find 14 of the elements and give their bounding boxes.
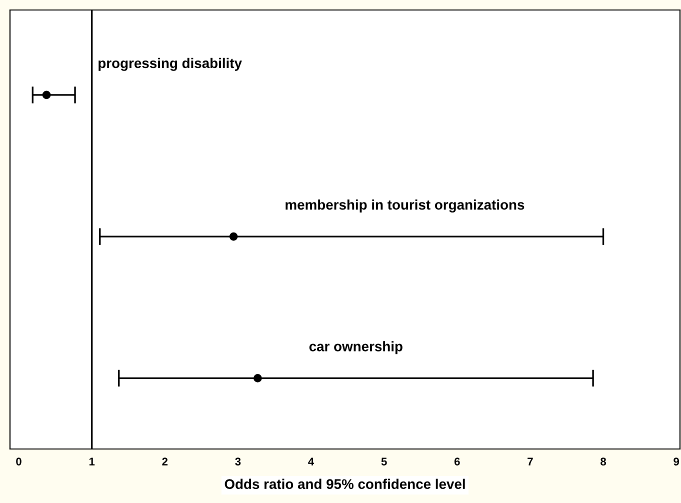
x-tick-label: 7 <box>528 458 533 466</box>
y-tick-label: car ownership <box>309 341 402 354</box>
x-tick-label: 3 <box>235 458 241 466</box>
x-tick-label: 9 <box>674 458 680 466</box>
x-tick-label: 6 <box>454 458 460 466</box>
x-axis-title: Odds ratio and 95% confidence level <box>224 478 465 490</box>
x-tick-label: 4 <box>308 458 314 466</box>
x-tick-label: 5 <box>381 458 387 466</box>
y-tick-label: progressing disability <box>98 58 242 71</box>
x-tick-label: 0 <box>16 458 22 466</box>
x-tick-label: 1 <box>89 458 95 466</box>
y-tick-label: membership in tourist organizations <box>286 200 524 213</box>
x-tick-label: 8 <box>600 458 606 466</box>
x-tick-label: 2 <box>162 458 168 466</box>
